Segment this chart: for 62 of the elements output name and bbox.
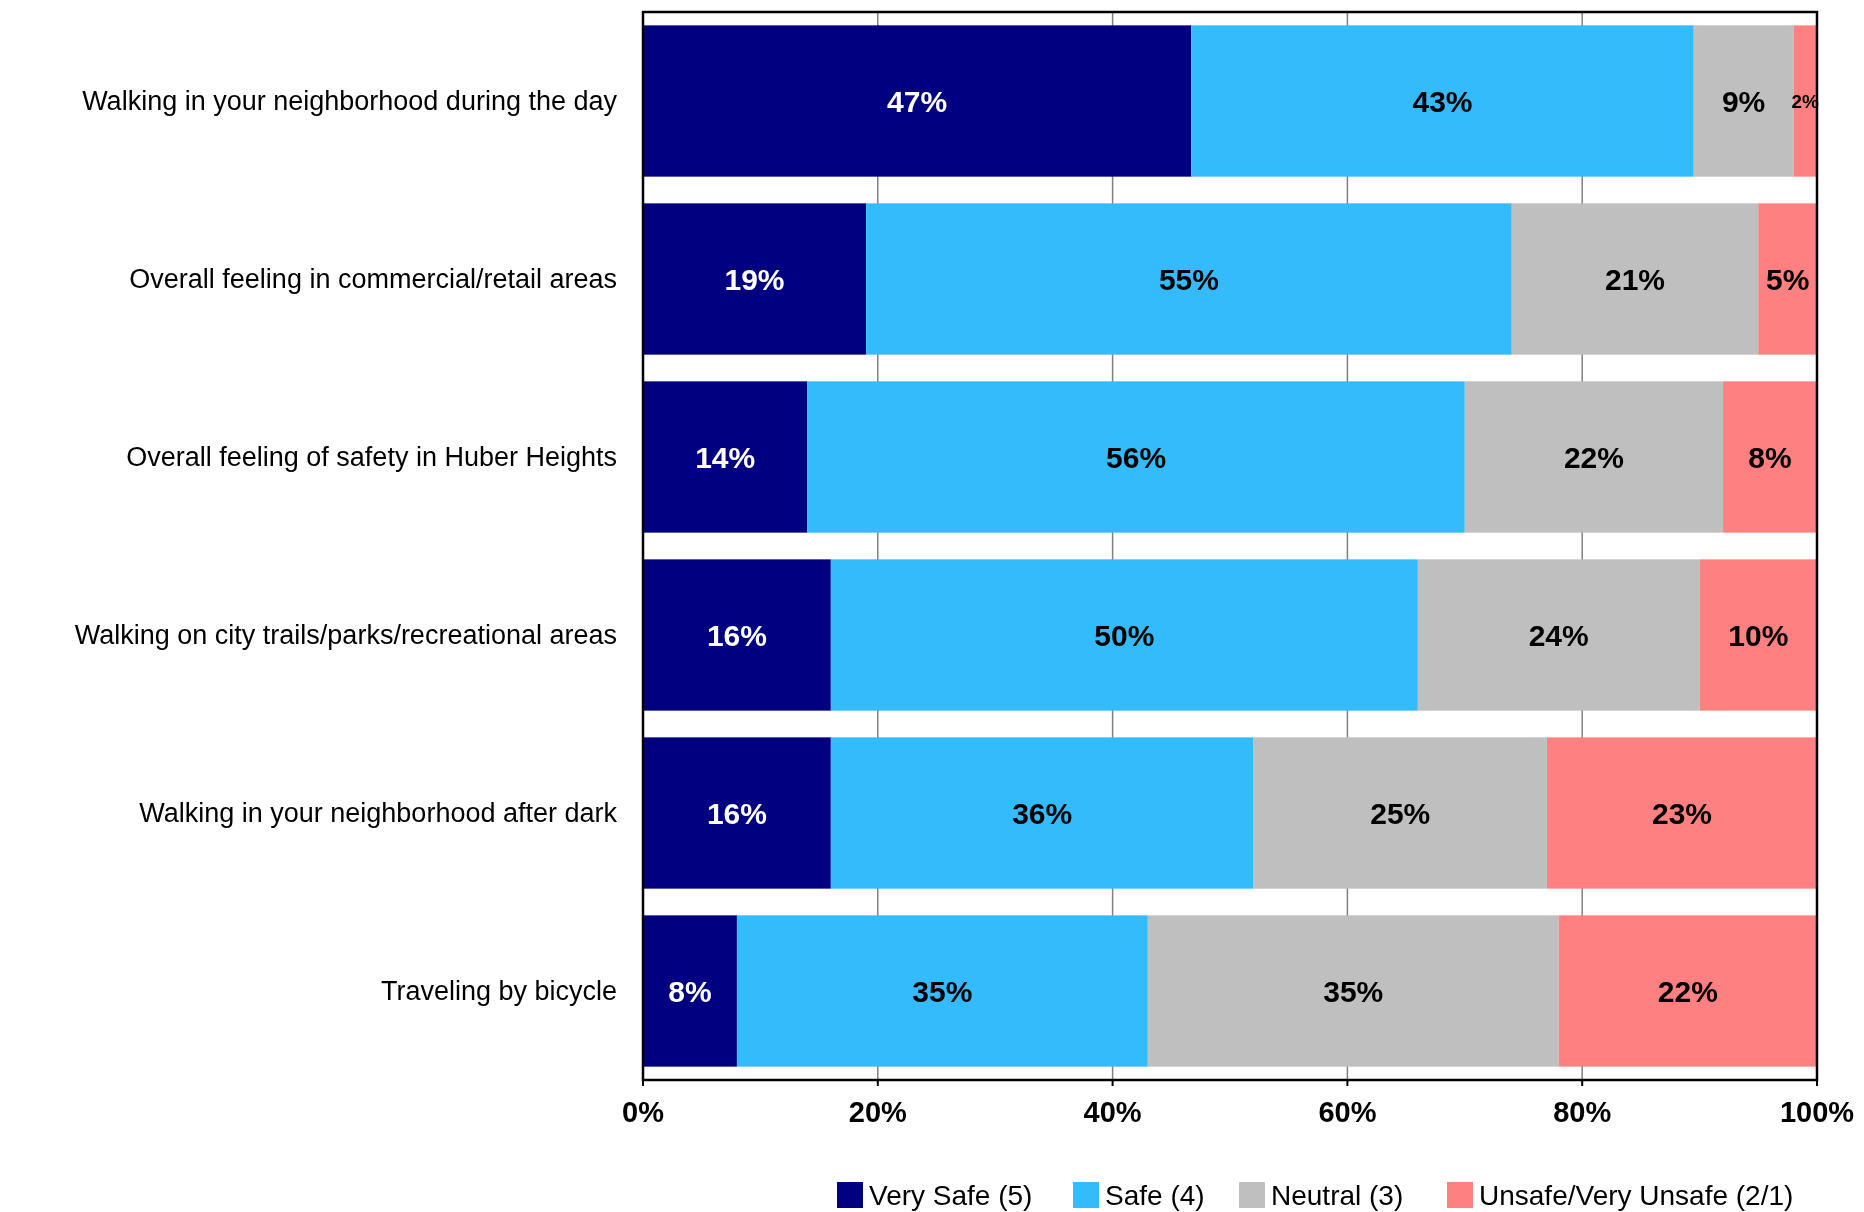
data-label: 14% — [695, 440, 756, 474]
data-label: 16% — [706, 796, 767, 830]
bar — [1723, 381, 1817, 533]
data-label: 50% — [1094, 618, 1155, 652]
bar — [830, 559, 1418, 711]
bar — [643, 25, 1192, 177]
data-label: 23% — [1651, 796, 1713, 830]
bar — [1253, 737, 1547, 889]
data-label: 21% — [1605, 262, 1666, 296]
bar — [807, 381, 1465, 533]
data-label: 55% — [1158, 262, 1219, 296]
data-label: 19% — [724, 262, 785, 296]
bar — [866, 203, 1512, 355]
bar — [1699, 559, 1817, 711]
data-label: 10% — [1728, 618, 1789, 652]
bar — [1511, 203, 1759, 355]
legend-label: Very Safe (5) — [869, 1179, 1033, 1211]
legend-label: Unsafe/Very Unsafe (2/1) — [1479, 1179, 1794, 1211]
data-label: 22% — [1563, 440, 1624, 474]
x-tick-label: 80% — [1553, 1096, 1612, 1128]
bar — [1191, 25, 1694, 177]
data-label: 5% — [1765, 262, 1810, 296]
data-label: 8% — [668, 974, 712, 1008]
data-label: 56% — [1106, 440, 1167, 474]
bar — [830, 737, 1254, 889]
x-tick-label: 40% — [1083, 1096, 1142, 1128]
x-tick-label: 0% — [622, 1096, 665, 1128]
legend-label: Neutral (3) — [1271, 1179, 1404, 1211]
bar — [1758, 203, 1817, 355]
data-label: 43% — [1412, 84, 1473, 118]
data-label: 25% — [1370, 796, 1431, 830]
data-label: 9% — [1721, 84, 1766, 118]
bar — [643, 737, 831, 889]
bar — [643, 203, 867, 355]
bar — [1147, 915, 1559, 1067]
data-label: 22% — [1657, 974, 1718, 1008]
bar — [643, 915, 737, 1067]
y-tick-label: Walking in your neighborhood during the day — [82, 86, 618, 117]
y-tick-label: Overall feeling in commercial/retail areas — [129, 264, 617, 295]
legend-label: Safe (4) — [1105, 1179, 1205, 1211]
x-tick-label: 60% — [1318, 1096, 1377, 1128]
bar — [1546, 737, 1817, 889]
y-tick-label: Walking in your neighborhood after dark — [139, 798, 618, 829]
data-label: 16% — [706, 618, 767, 652]
bar — [736, 915, 1148, 1067]
y-tick-label: Overall feeling of safety in Huber Heights — [126, 442, 617, 473]
data-label: 35% — [1323, 974, 1384, 1008]
bar — [1417, 559, 1700, 711]
data-label: 47% — [887, 84, 948, 118]
bar — [643, 381, 808, 533]
y-tick-label: Traveling by bicycle — [380, 976, 617, 1007]
bar — [1558, 915, 1817, 1067]
bar — [643, 559, 831, 711]
data-label: 8% — [1748, 440, 1792, 474]
y-tick-label: Walking on city trails/parks/recreational areas — [74, 620, 617, 651]
x-tick-label: 100% — [1779, 1096, 1855, 1128]
bar — [1464, 381, 1724, 533]
x-tick-label: 20% — [848, 1096, 908, 1128]
data-label: 24% — [1528, 618, 1589, 652]
data-label: 36% — [1012, 796, 1073, 830]
data-label: 35% — [912, 974, 973, 1008]
bar — [1693, 25, 1794, 177]
